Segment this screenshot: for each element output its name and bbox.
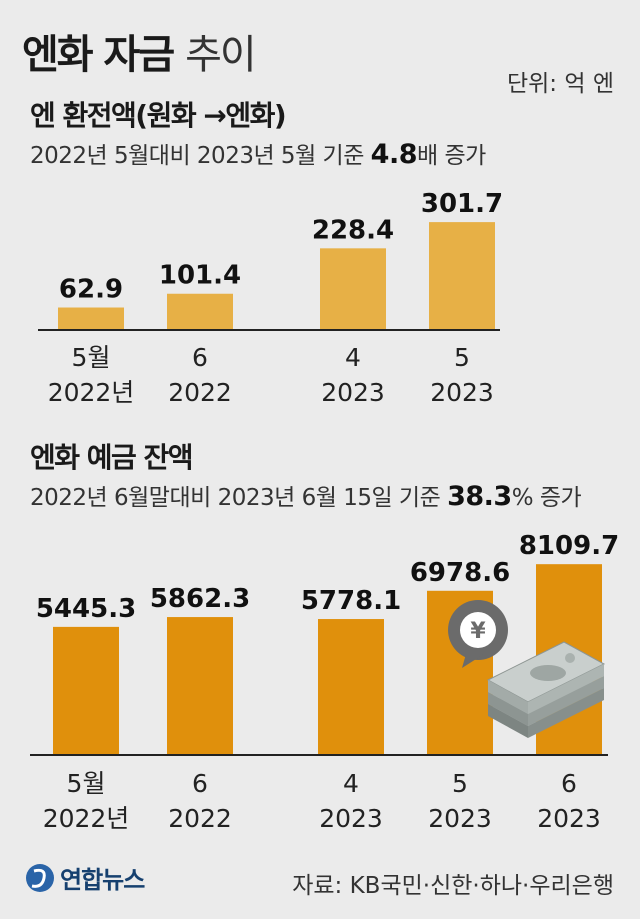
chart1-subtitle: 2022년 5월대비 2023년 5월 기준 4.8배 증가: [30, 136, 486, 170]
chart1-tick-label: 2023: [321, 378, 385, 407]
chart1-tick-label: 6: [192, 343, 208, 372]
yen-badge-icon: ¥: [448, 600, 508, 668]
unit-label: 단위: 억 엔: [506, 71, 614, 97]
logo-text: 연합뉴스: [60, 866, 145, 894]
chart2-value-label: 8109.7: [519, 531, 619, 561]
chart2-subtitle: 2022년 6월말대비 2023년 6월 15일 기준 38.3% 증가: [30, 478, 582, 512]
yen-symbol: ¥: [470, 619, 486, 644]
chart2-bar: [318, 619, 384, 755]
chart2-heading: 엔화 예금 잔액: [30, 441, 194, 474]
chart1-subtitle-highlight: 4.8: [370, 139, 418, 170]
chart1-value-label: 301.7: [421, 189, 503, 219]
chart1-value-label: 228.4: [312, 215, 394, 245]
chart1-tick-label: 2022: [168, 378, 232, 407]
chart1-subtitle-post: 배 증가: [417, 143, 486, 169]
chart1-bar: [167, 293, 233, 330]
yonhap-logo-icon: [26, 863, 54, 892]
chart1-tick-label: 4: [345, 343, 361, 372]
chart2-tick-label: 5월: [67, 769, 106, 798]
chart1-bar: [429, 222, 495, 330]
chart2-subtitle-pre: 2022년 6월말대비 2023년 6월 15일 기준: [30, 485, 448, 511]
chart2-bar: [167, 617, 233, 755]
chart2-value-label: 5862.3: [150, 584, 250, 614]
title-bold: 엔화 자금: [22, 32, 175, 78]
chart1-value-label: 62.9: [59, 275, 123, 305]
money-illustration: ¥: [448, 600, 606, 738]
chart1-tick-label: 5: [454, 343, 470, 372]
chart1-subtitle-pre: 2022년 5월대비 2023년 5월 기준: [30, 143, 371, 169]
chart1-tick-label: 2023: [430, 378, 494, 407]
chart2-value-label: 6978.6: [410, 558, 510, 588]
chart2-tick-label: 2022: [168, 804, 232, 833]
chart1-tick-label: 5월: [72, 343, 111, 372]
chart2-tick-label: 2023: [428, 804, 492, 833]
chart1-heading: 엔 환전액(원화 →엔화): [30, 99, 287, 132]
chart2-subtitle-highlight: 38.3: [447, 481, 512, 512]
chart2-subtitle-post: % 증가: [511, 485, 582, 511]
chart1-bar: [320, 248, 386, 330]
chart1-bar-chart: 62.9 5월 2022년 101.4 6 2022 228.4 4 2023 301.7 5 202…: [38, 189, 503, 407]
chart1-value-label: 101.4: [159, 261, 241, 291]
chart2-bar-chart: 5445.3 5월 2022년 5862.3 6 2022 5778.1 4 2023 6978.…: [30, 531, 619, 833]
chart1-bar: [58, 307, 124, 330]
chart2-tick-label: 2023: [537, 804, 601, 833]
chart2-tick-label: 5: [452, 769, 468, 798]
publisher-logo: 연합뉴스: [24, 860, 145, 895]
money-stack-icon: [486, 641, 606, 738]
page-title: 엔화 자금 추이: [22, 22, 257, 80]
source-note: 자료: KB국민·신한·하나·우리은행: [292, 873, 614, 899]
chart2-value-label: 5778.1: [301, 586, 401, 616]
chart2-tick-label: 6: [192, 769, 208, 798]
chart2-tick-label: 4: [343, 769, 359, 798]
chart2-tick-label: 6: [561, 769, 577, 798]
chart1-tick-label: 2022년: [48, 378, 135, 407]
chart2-bar: [53, 626, 119, 755]
chart2-tick-label: 2023: [319, 804, 383, 833]
chart2-tick-label: 2022년: [43, 804, 130, 833]
title-light: 추이: [185, 32, 257, 78]
chart2-value-label: 5445.3: [36, 594, 136, 624]
